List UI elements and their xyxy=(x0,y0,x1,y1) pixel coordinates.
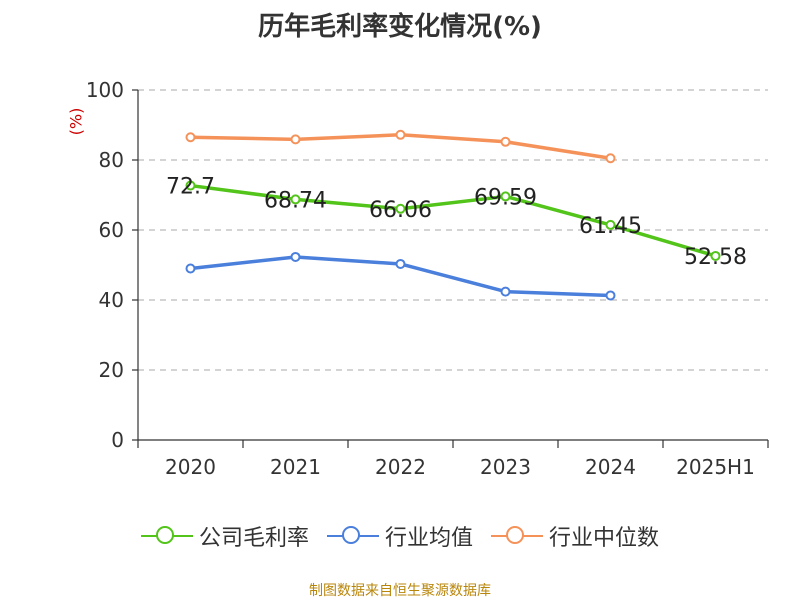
data-point xyxy=(185,132,196,143)
y-tick-label: 40 xyxy=(99,288,124,312)
data-point xyxy=(185,263,196,274)
data-point xyxy=(500,191,511,202)
data-point xyxy=(500,136,511,147)
y-tick-label: 80 xyxy=(99,148,124,172)
legend-label-industry-median: 行业中位数 xyxy=(549,526,660,551)
legend-label-company: 公司毛利率 xyxy=(198,526,309,551)
data-point xyxy=(605,219,616,230)
data-point xyxy=(290,194,301,205)
x-tick-label: 2020 xyxy=(165,455,216,479)
source-note: 制图数据来自恒生聚源数据库 xyxy=(309,583,491,599)
data-point xyxy=(710,250,721,261)
x-tick-label: 2022 xyxy=(375,455,426,479)
data-point xyxy=(395,258,406,269)
legend-item-industry-median[interactable]: 行业中位数 xyxy=(491,520,659,552)
chart-title: 历年毛利率变化情况(%) xyxy=(258,12,542,42)
legend-item-company[interactable]: 公司毛利率 xyxy=(140,520,309,552)
data-point xyxy=(605,153,616,164)
data-point xyxy=(500,286,511,297)
x-tick-label: 2025H1 xyxy=(676,455,755,479)
data-label: 61.45 xyxy=(579,214,642,239)
data-label: 66.06 xyxy=(369,198,432,223)
legend-label-industry-mean: 行业均值 xyxy=(384,526,473,551)
data-point xyxy=(290,251,301,262)
x-tick-label: 2021 xyxy=(270,455,321,479)
x-tick-label: 2023 xyxy=(480,455,531,479)
data-point xyxy=(395,203,406,214)
data-label: 68.74 xyxy=(264,188,327,213)
legend-marker-industry-median xyxy=(491,526,543,546)
legend-marker-company xyxy=(140,526,193,546)
data-label: 52.58 xyxy=(684,245,747,270)
data-point xyxy=(185,180,196,191)
legend-item-industry-mean[interactable]: 行业均值 xyxy=(326,520,473,552)
series-line-0 xyxy=(190,183,716,258)
legend-marker-industry-mean xyxy=(326,526,379,546)
y-tick-label: 20 xyxy=(99,358,124,382)
data-label: 69.59 xyxy=(474,185,537,210)
y-tick-label: 60 xyxy=(99,218,124,242)
x-tick-label: 2024 xyxy=(585,455,636,479)
data-label: 72.7 xyxy=(166,175,215,200)
y-tick-label: 100 xyxy=(86,78,124,102)
legend-circle-industry-median xyxy=(506,526,524,544)
legend-circle-industry-mean xyxy=(341,526,360,544)
data-point xyxy=(290,134,301,145)
data-point xyxy=(395,129,406,140)
legend-circle-company xyxy=(155,526,174,544)
data-point xyxy=(605,290,616,301)
y-tick-label: 0 xyxy=(111,428,124,452)
legend: 公司毛利率 行业均值 行业中位数 xyxy=(0,520,800,552)
